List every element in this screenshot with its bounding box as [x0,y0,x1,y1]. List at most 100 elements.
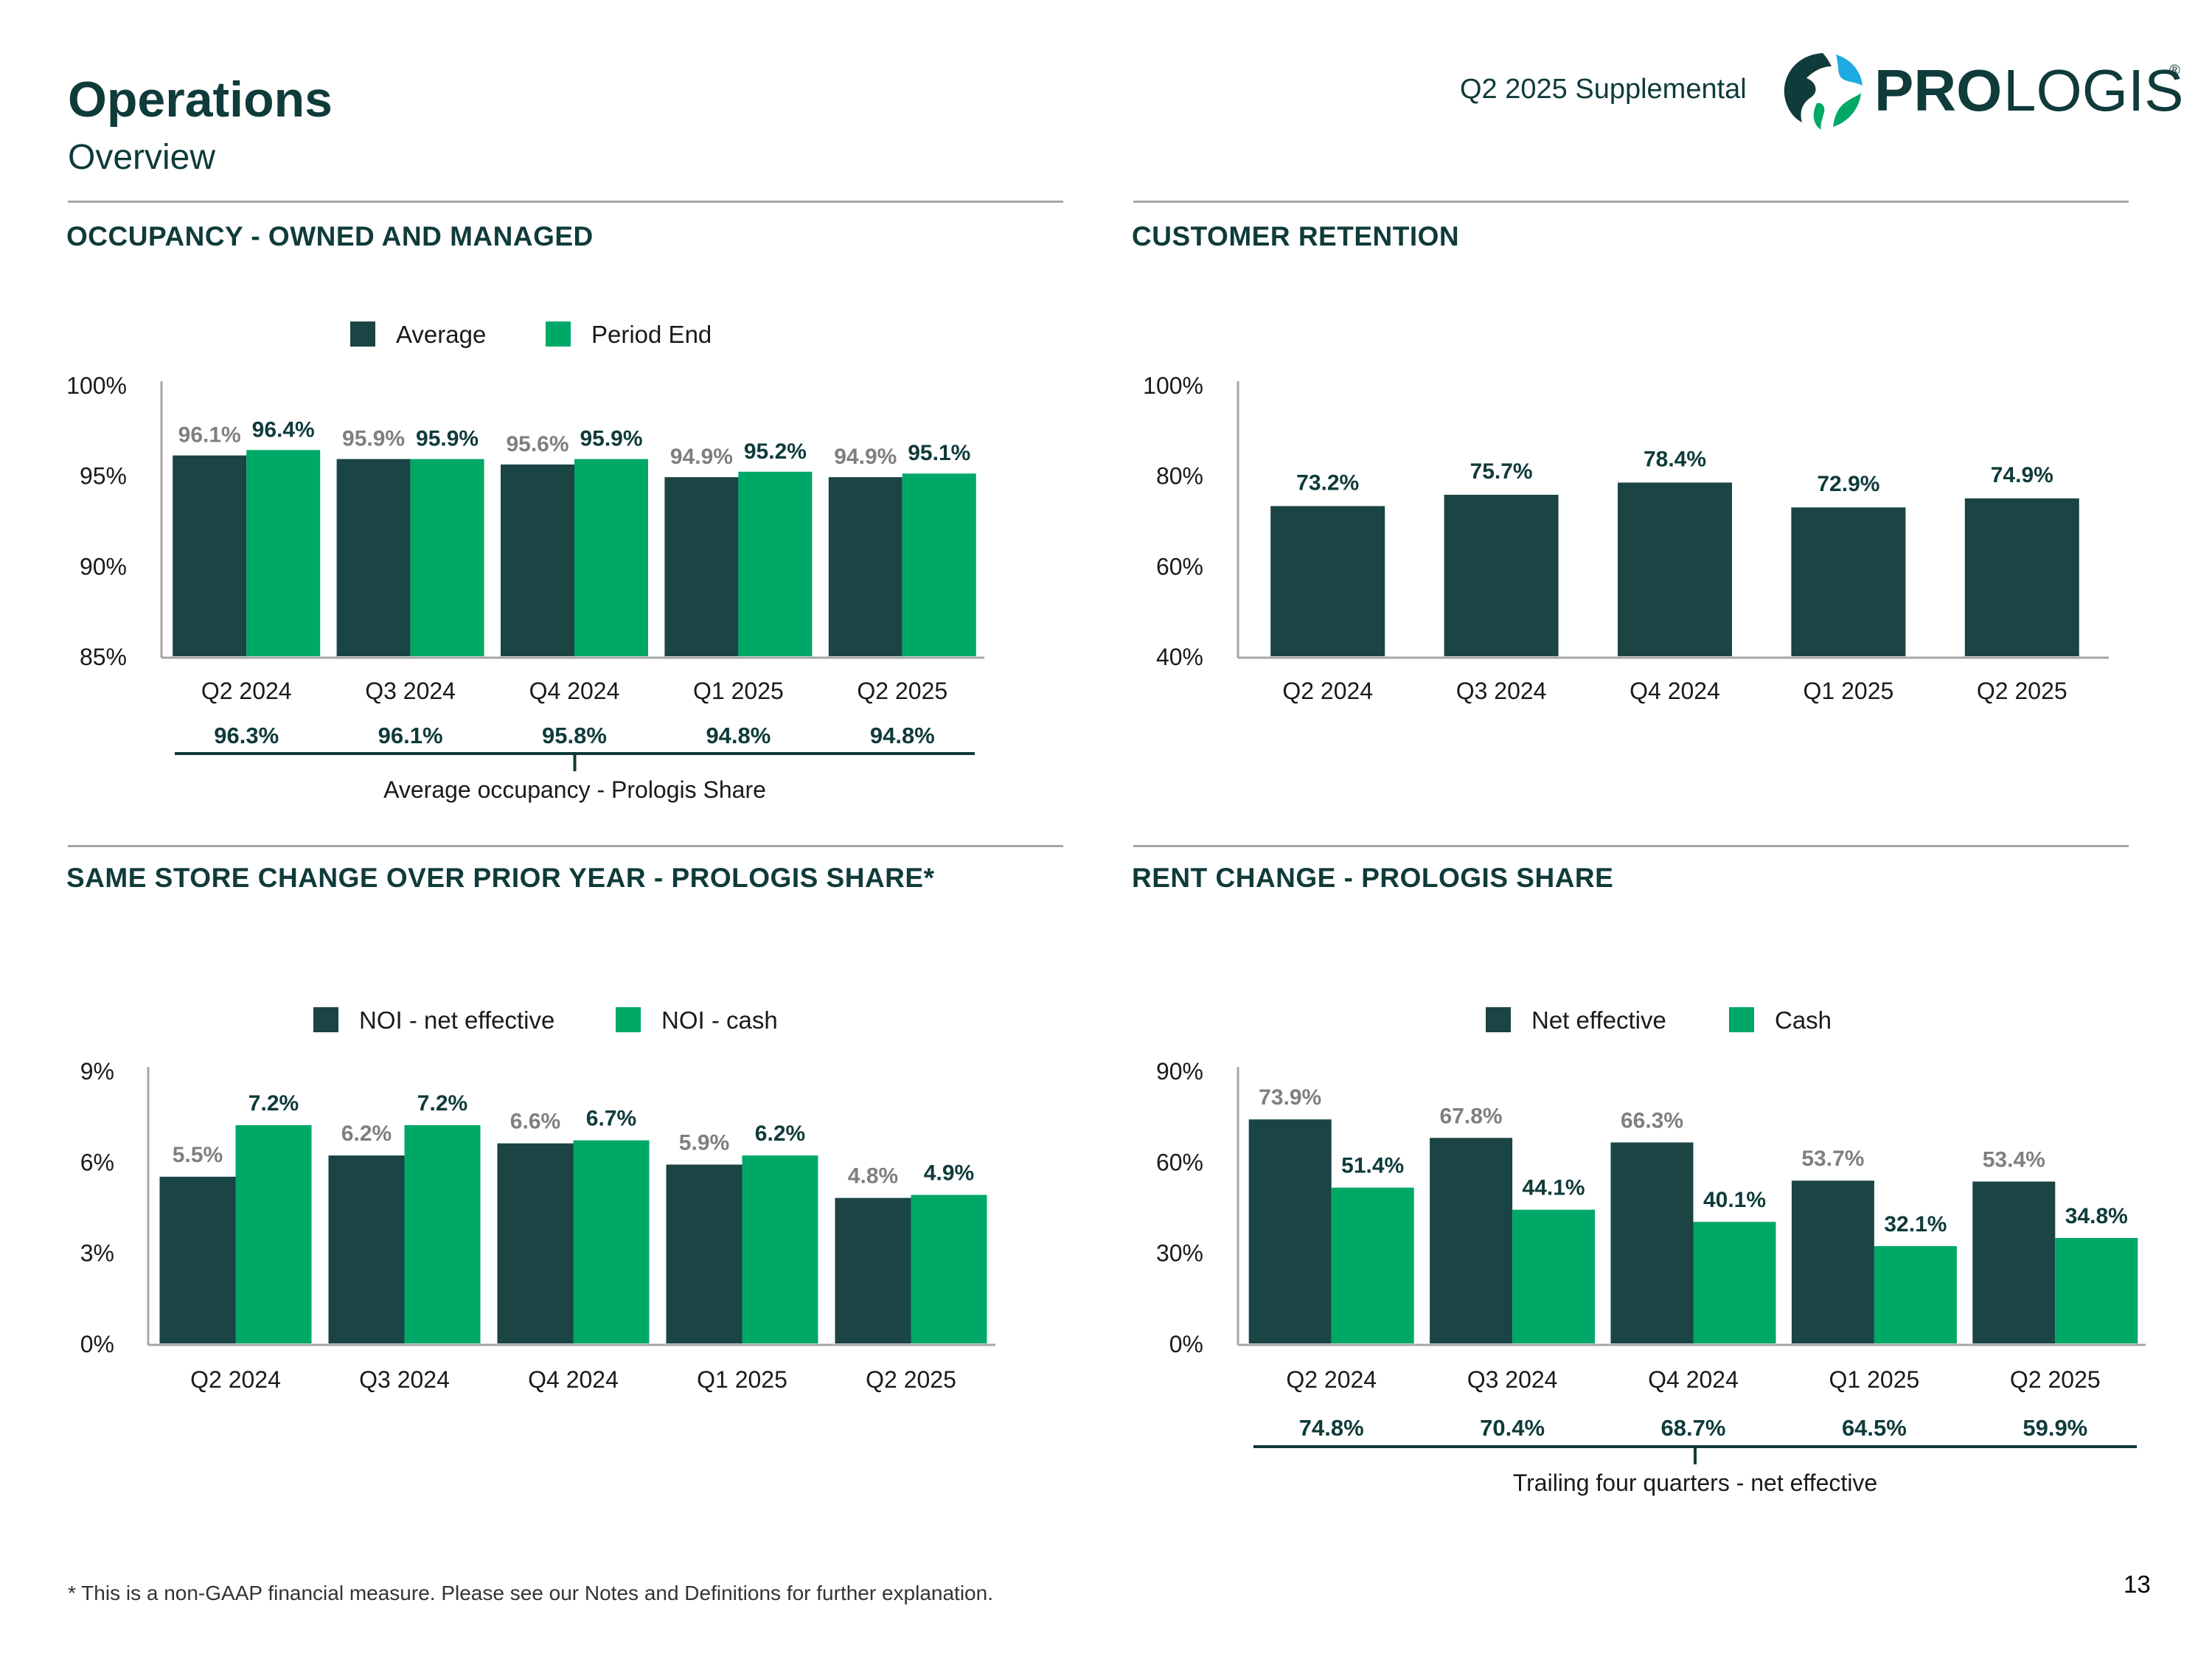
bar-value-label: 44.1% [1523,1176,1585,1200]
bar-customer-retention [1444,495,1559,656]
x-tick-label: Q2 2024 [201,678,292,704]
bar-period-end [246,450,321,656]
summary-value: 70.4% [1480,1415,1545,1441]
bar-value-label: 7.2% [248,1091,299,1116]
bar-noi-net-effective [835,1197,911,1343]
x-tick-label: Q4 2024 [529,678,620,704]
bar-average [664,477,739,656]
bar-value-label: 6.7% [586,1107,636,1131]
bar-customer-retention [1618,482,1732,656]
bar-value-label: 95.2% [744,439,807,464]
summary-value: 59.9% [2023,1415,2087,1441]
bar-cash [1693,1222,1776,1343]
legend-swatch [546,321,571,347]
same-store-chart: NOI - net effective NOI - cash 0% 3% 6% 9% 5.5… [80,1006,995,1393]
bar-value-label: 94.9% [834,445,897,469]
x-tick-label: Q3 2024 [365,678,456,704]
bar-value-label: 96.1% [178,423,241,448]
x-tick-label: Q3 2024 [1456,678,1547,704]
y-tick-label: 80% [1156,463,1203,490]
bar-average [173,455,247,656]
summary-caption: Trailing four quarters - net effective [1513,1470,1877,1496]
legend-label: Net effective [1531,1006,1666,1034]
bar-noi-cash [742,1155,818,1343]
y-tick-label: 100% [1143,372,1203,399]
bar-noi-net-effective [666,1164,742,1343]
summary-value: 94.8% [870,723,935,748]
x-tick-label: Q4 2024 [1630,678,1720,704]
globe-icon [1784,53,1863,130]
brand-text-bold: PRO [1874,58,2002,123]
bar-value-label: 95.9% [416,427,479,451]
page-title: Operations [68,72,333,128]
footnote: * This is a non-GAAP financial measure. … [68,1582,993,1604]
bar-noi-net-effective [328,1155,405,1343]
bar-cash [2055,1237,2138,1343]
bar-noi-net-effective [497,1143,574,1343]
y-tick-label: 40% [1156,644,1203,670]
bar-value-label: 75.7% [1470,459,1533,484]
section-title-retention: CUSTOMER RETENTION [1132,221,1460,251]
brand-registered-mark: ® [2169,63,2180,79]
y-tick-label: 60% [1156,553,1203,580]
bar-value-label: 72.9% [1817,472,1879,496]
summary-value: 94.8% [706,723,771,748]
y-tick-label: 9% [80,1058,114,1085]
page-number: 13 [2124,1571,2151,1598]
bar-value-label: 34.8% [2065,1204,2128,1228]
bar-customer-retention [1270,506,1385,656]
bar-value-label: 40.1% [1703,1188,1766,1212]
legend-label: Period End [591,321,712,348]
bar-value-label: 73.9% [1259,1085,1321,1110]
supplemental-label: Q2 2025 Supplemental [1460,74,1747,105]
bar-value-label: 95.9% [342,427,405,451]
x-tick-label: Q2 2024 [190,1366,281,1393]
bar-value-label: 7.2% [417,1091,467,1116]
bar-value-label: 67.8% [1440,1104,1503,1128]
bar-value-label: 6.2% [341,1121,392,1146]
bar-cash [1331,1187,1414,1343]
bar-period-end [902,473,976,656]
x-tick-label: Q2 2025 [866,1366,956,1393]
bar-noi-cash [235,1125,312,1343]
y-tick-label: 30% [1156,1240,1203,1267]
summary-value: 96.3% [214,723,279,748]
legend-label: Average [396,321,486,348]
bar-period-end [738,471,813,656]
y-tick-label: 100% [66,372,127,399]
bar-value-label: 53.4% [1983,1147,2045,1172]
legend-swatch [1486,1007,1511,1032]
x-tick-label: Q3 2024 [1467,1366,1558,1393]
bar-value-label: 53.7% [1801,1147,1864,1171]
retention-chart: 40% 60% 80% 100% 73.2% Q2 2024 75.7% Q3 2024 78.… [1143,372,2109,704]
y-tick-label: 60% [1156,1149,1203,1175]
y-tick-label: 0% [80,1331,114,1357]
x-tick-label: Q3 2024 [359,1366,450,1393]
section-title-occupancy: OCCUPANCY - OWNED AND MANAGED [66,221,594,251]
y-tick-label: 95% [80,463,127,490]
bar-cash [1512,1209,1596,1343]
bar-value-label: 5.5% [173,1143,223,1167]
legend-label: Cash [1775,1006,1832,1034]
legend-label: NOI - net effective [359,1006,554,1034]
bar-noi-cash [404,1125,481,1343]
bar-value-label: 95.9% [580,427,642,451]
bar-noi-cash [573,1140,650,1343]
legend-swatch [1729,1007,1754,1032]
bar-value-label: 95.6% [506,432,568,456]
bar-net-effective [1610,1142,1694,1343]
rent-change-chart: Net effective Cash 0% 30% 60% 90% 73.9% 51.4% Q2… [1156,1006,2146,1496]
bar-value-label: 94.9% [670,445,733,469]
bar-average [828,477,902,656]
divider-occupancy [68,201,1063,203]
bar-average [501,464,574,656]
x-tick-label: Q1 2025 [1804,678,1894,704]
bar-customer-retention [1791,507,1906,656]
bar-value-label: 96.4% [252,417,315,442]
bar-noi-cash [911,1194,987,1343]
divider-rent-change [1133,845,2129,847]
bar-net-effective [1791,1180,1874,1343]
bar-value-label: 74.9% [1991,463,2053,487]
y-tick-label: 90% [1156,1058,1203,1085]
bar-net-effective [1972,1181,2056,1343]
